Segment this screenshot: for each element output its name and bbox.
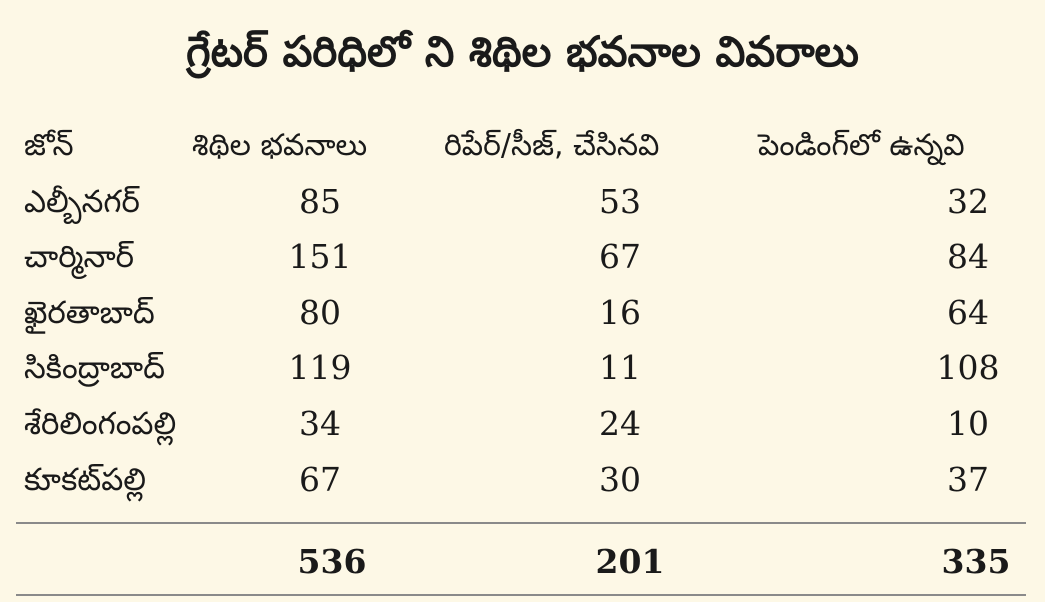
repaired-count: 53 (599, 182, 641, 221)
repaired-count: 67 (599, 237, 641, 276)
total-repaired: 201 (595, 542, 665, 581)
dilapidated-count: 67 (299, 460, 341, 499)
zone-name: కూకట్‌పల్లి (24, 462, 146, 498)
zone-name: సికింద్రాబాద్ (24, 350, 166, 386)
column-header-repaired: రిపేర్/సీజ్, చేసినవి (444, 128, 660, 163)
repaired-count: 30 (599, 460, 641, 499)
table-row: కూకట్‌పల్లి 67 30 37 (0, 452, 1045, 508)
table-title: గ్రేటర్ పరిధిలో ని శిథిల భవనాల వివరాలు (186, 27, 859, 76)
bottom-divider (16, 594, 1026, 596)
table-row: చార్మినార్ 151 67 84 (0, 229, 1045, 285)
repaired-count: 24 (599, 404, 641, 443)
dilapidated-count: 85 (299, 182, 341, 221)
zone-name: చార్మినార్ (24, 239, 135, 275)
dilapidated-count: 119 (288, 348, 352, 387)
repaired-count: 11 (599, 348, 641, 387)
pending-count: 10 (947, 404, 989, 443)
column-header-pending: పెండింగ్‌లో ఉన్నవి (758, 128, 965, 163)
repaired-count: 16 (599, 293, 641, 332)
dilapidated-count: 151 (288, 237, 352, 276)
pending-count: 37 (947, 460, 989, 499)
pending-count: 108 (936, 348, 1000, 387)
pending-count: 32 (947, 182, 989, 221)
pending-count: 64 (947, 293, 989, 332)
zone-name: శేరిలింగంపల్లి (24, 406, 177, 442)
totals-row: 536 201 335 (0, 534, 1045, 590)
pending-count: 84 (947, 237, 989, 276)
table-header-row: జోన్ శిథిల భవనాలు రిపేర్/సీజ్, చేసినవి ప… (0, 118, 1045, 174)
dilapidated-count: 80 (299, 293, 341, 332)
zone-name: ఖైరతాబాద్ (24, 295, 155, 331)
dilapidated-count: 34 (299, 404, 341, 443)
column-header-zone: జోన్ (24, 128, 74, 163)
column-header-dilapidated: శిథిల భవనాలు (192, 128, 368, 163)
table-row: సికింద్రాబాద్ 119 11 108 (0, 340, 1045, 396)
total-dilapidated: 536 (297, 542, 367, 581)
totals-divider (16, 522, 1026, 524)
table-row: ఖైరతాబాద్ 80 16 64 (0, 285, 1045, 341)
zone-name: ఎల్బీనగర్ (24, 184, 140, 220)
table-row: ఎల్బీనగర్ 85 53 32 (0, 174, 1045, 230)
table-row: శేరిలింగంపల్లి 34 24 10 (0, 396, 1045, 452)
total-pending: 335 (941, 542, 1011, 581)
